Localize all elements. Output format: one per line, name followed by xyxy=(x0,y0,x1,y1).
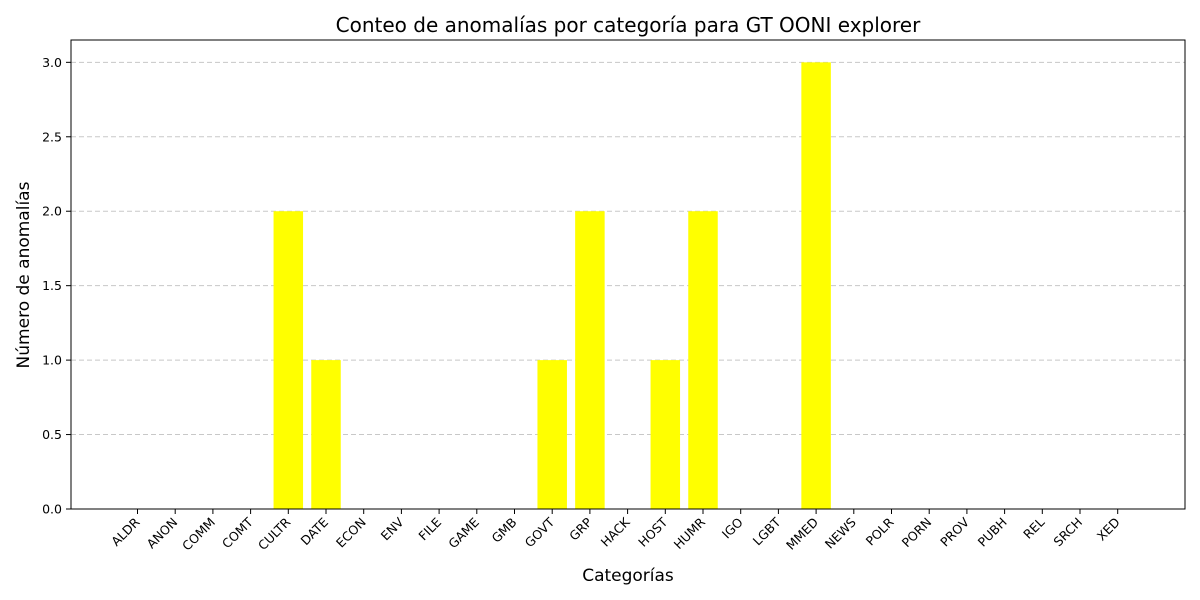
bar-govt xyxy=(537,360,567,509)
y-tick-label: 0.5 xyxy=(42,427,62,442)
x-tick-label: PROV xyxy=(937,514,972,549)
y-tick-label: 0.0 xyxy=(42,502,62,517)
x-tick-label: GRP xyxy=(566,514,595,543)
y-ticks: 0.0 0.5 1.0 1.5 2.0 2.5 3.0 xyxy=(42,55,71,517)
x-tick-label: PORN xyxy=(899,515,935,551)
x-tick-label: NEWS xyxy=(822,514,859,551)
y-tick-label: 1.5 xyxy=(42,278,62,293)
x-tick-label: FILE xyxy=(415,514,444,543)
x-tick-label: MMED xyxy=(783,515,821,553)
x-tick-label: HUMR xyxy=(671,514,709,552)
y-axis-label: Número de anomalías xyxy=(14,181,34,368)
x-tick-label: SRCH xyxy=(1050,515,1085,550)
bars xyxy=(273,62,831,509)
x-tick-label: LGBT xyxy=(750,514,784,548)
plot-frame xyxy=(70,39,1186,510)
x-tick-label: COMT xyxy=(219,514,256,551)
bar-grp xyxy=(575,211,605,509)
y-tick-label: 3.0 xyxy=(42,55,62,70)
x-tick-label: HACK xyxy=(598,514,634,550)
x-axis-label: Categorías xyxy=(582,566,674,586)
x-tick-label: GOVT xyxy=(522,514,558,550)
y-tick-label: 2.5 xyxy=(42,129,62,144)
gridlines xyxy=(71,61,1185,436)
bar-cultr xyxy=(273,211,304,509)
x-tick-label: ALDR xyxy=(108,514,143,549)
x-tick-label: DATE xyxy=(298,514,332,548)
x-tick-label: ECON xyxy=(333,515,369,551)
x-tick-label: XED xyxy=(1094,515,1123,544)
bar-humr xyxy=(688,211,718,509)
x-tick-label: GAME xyxy=(445,514,482,551)
bar-mmed xyxy=(801,62,831,509)
y-tick-label: 2.0 xyxy=(42,204,62,219)
bar-host xyxy=(650,360,681,509)
x-tick-label: IGO xyxy=(719,514,746,541)
x-tick-label: REL xyxy=(1020,515,1047,542)
chart-title: Conteo de anomalías por categoría para G… xyxy=(336,13,921,37)
x-tick-label: COMM xyxy=(179,515,218,554)
bar-date xyxy=(311,360,341,509)
x-tick-label: HOST xyxy=(635,514,670,549)
x-tick-label: POLR xyxy=(863,514,897,548)
x-tick-label: ENV xyxy=(378,514,407,543)
x-tick-label: CULTR xyxy=(255,514,294,553)
x-tick-label: ANON xyxy=(143,515,180,552)
y-tick-label: 1.0 xyxy=(42,353,62,368)
x-tick-label: PUBH xyxy=(975,515,1010,550)
x-tick-label: GMB xyxy=(488,515,519,546)
